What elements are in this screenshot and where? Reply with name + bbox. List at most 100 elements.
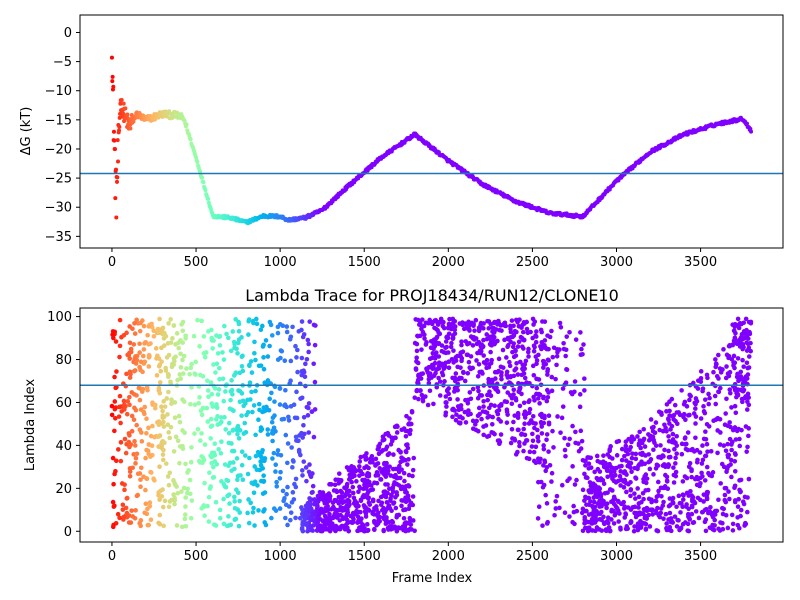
lambda-point: [232, 341, 237, 347]
lambda-point: [155, 326, 161, 332]
lambda-point: [704, 506, 709, 512]
lambda-point: [531, 372, 537, 378]
lambda-point: [526, 421, 532, 426]
lambda-point: [201, 334, 207, 339]
lambda-point: [305, 337, 311, 343]
lambda-point: [473, 317, 479, 323]
lambda-point: [555, 414, 560, 419]
lambda-point: [261, 408, 267, 414]
lambda-point: [153, 346, 159, 351]
lambda-point: [521, 426, 526, 432]
lambda-point: [533, 339, 539, 345]
lambda-point: [273, 469, 278, 474]
lambda-point: [445, 325, 451, 331]
lambda-point: [198, 438, 203, 443]
lambda-point: [156, 385, 162, 391]
lambda-point: [121, 332, 127, 338]
lambda-point: [744, 407, 750, 412]
lambda-point: [207, 470, 212, 475]
lambda-point: [134, 422, 139, 428]
lambda-point: [674, 433, 679, 439]
lambda-point: [446, 386, 451, 391]
lambda-point: [397, 463, 402, 469]
lambda-point: [139, 430, 144, 435]
lambda-point: [362, 525, 367, 531]
lambda-point: [382, 460, 387, 466]
lambda-point: [671, 480, 677, 485]
lambda-point: [270, 438, 275, 444]
lambda-point: [279, 417, 285, 422]
lambda-point: [637, 429, 642, 435]
lambda-point: [283, 387, 288, 393]
lambda-point: [399, 503, 404, 509]
lambda-point: [646, 452, 652, 457]
lambda-point: [375, 470, 380, 476]
lambda-point: [385, 482, 390, 487]
lambda-point: [462, 409, 468, 415]
lambda-point: [547, 334, 553, 340]
y-tick-label: −10: [45, 84, 72, 99]
lambda-point: [157, 362, 163, 368]
lambda-point: [564, 367, 569, 372]
lambda-point: [545, 367, 551, 372]
lambda-point: [158, 445, 164, 450]
lambda-point: [742, 328, 748, 334]
lambda-point: [237, 388, 243, 394]
lambda-point: [301, 423, 306, 428]
lambda-point: [638, 523, 644, 529]
lambda-point: [679, 451, 685, 457]
lambda-point: [179, 489, 184, 494]
lambda-point: [628, 444, 633, 450]
lambda-point: [110, 499, 116, 505]
lambda-point: [311, 518, 317, 524]
lambda-point: [513, 353, 519, 358]
delta-g-point: [184, 122, 189, 127]
lambda-point: [672, 446, 677, 452]
lambda-point: [315, 503, 320, 509]
lambda-point: [718, 370, 724, 375]
lambda-point: [702, 410, 708, 416]
lambda-point: [605, 464, 610, 470]
y-tick-label: 60: [55, 396, 72, 411]
lambda-point: [712, 393, 718, 399]
lambda-point: [228, 397, 233, 403]
delta-g-point: [116, 159, 121, 164]
lambda-point: [206, 494, 212, 500]
lambda-point: [137, 350, 142, 355]
lambda-point: [169, 497, 174, 503]
lambda-point: [496, 403, 502, 409]
lambda-point: [704, 495, 710, 500]
lambda-point: [165, 372, 171, 377]
x-tick-label: 0: [108, 255, 116, 270]
lambda-point: [205, 419, 211, 424]
lambda-point: [426, 373, 432, 379]
lambda-point: [465, 371, 471, 376]
lambda-point: [698, 416, 704, 421]
lambda-point: [664, 479, 670, 484]
lambda-point: [703, 453, 709, 459]
lambda-point: [530, 363, 536, 369]
lambda-point: [745, 444, 750, 450]
delta-g-point: [200, 175, 205, 180]
lambda-point: [517, 443, 522, 449]
lambda-point: [729, 512, 735, 518]
lambda-point: [291, 402, 297, 408]
lambda-point: [226, 420, 232, 426]
lambda-point: [381, 489, 387, 495]
lambda-point: [711, 527, 717, 533]
lambda-point: [376, 518, 381, 523]
lambda-point: [364, 522, 370, 527]
lambda-point: [334, 498, 340, 504]
lambda-point: [134, 317, 139, 323]
lambda-point: [164, 461, 169, 466]
lambda-point: [489, 421, 495, 427]
lambda-point: [401, 470, 407, 476]
x-tick-label: 2500: [516, 255, 549, 270]
delta-g-point: [110, 79, 115, 84]
lambda-point: [295, 369, 300, 375]
lambda-point: [109, 412, 115, 418]
lambda-point: [265, 354, 271, 359]
lambda-point: [497, 327, 502, 333]
lambda-point: [592, 469, 597, 475]
lambda-point: [165, 422, 171, 427]
